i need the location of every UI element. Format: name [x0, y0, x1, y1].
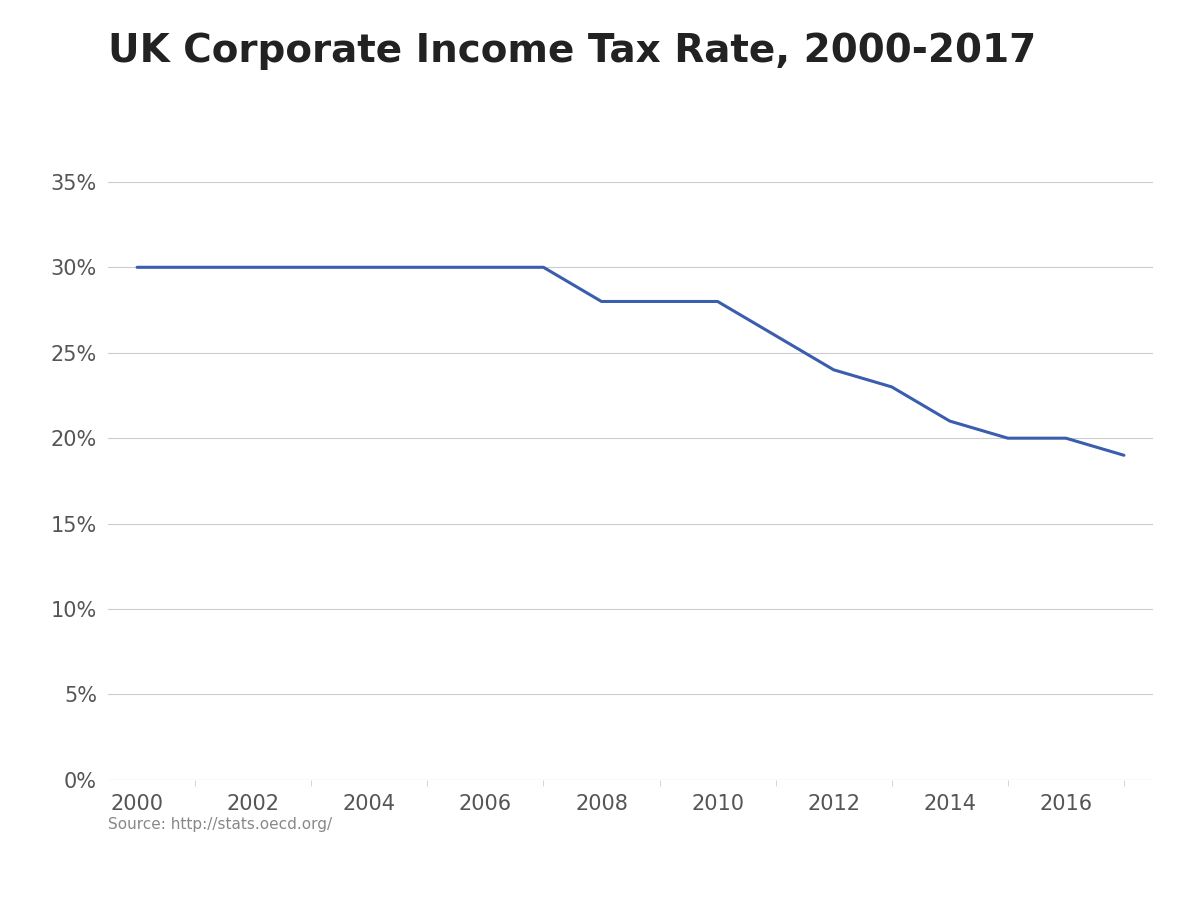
Text: Source: http://stats.oecd.org/: Source: http://stats.oecd.org/: [108, 817, 333, 832]
Text: TAX FOUNDATION: TAX FOUNDATION: [26, 875, 233, 895]
Text: UK Corporate Income Tax Rate, 2000-2017: UK Corporate Income Tax Rate, 2000-2017: [108, 32, 1036, 70]
Text: @TaxFoundation: @TaxFoundation: [1003, 875, 1175, 895]
